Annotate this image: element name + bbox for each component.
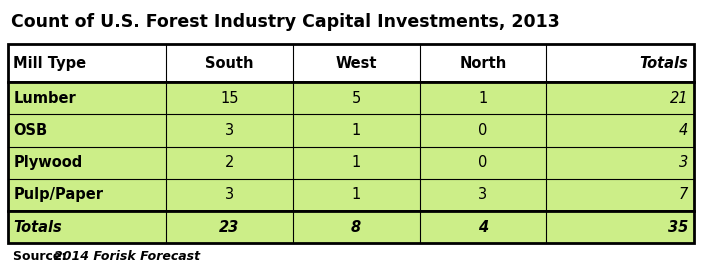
Text: Count of U.S. Forest Industry Capital Investments, 2013: Count of U.S. Forest Industry Capital In… [11, 13, 560, 31]
Bar [8, 179, 694, 211]
Text: 35: 35 [668, 220, 688, 235]
Text: 3: 3 [225, 188, 234, 202]
Bar [8, 211, 694, 243]
Text: 1: 1 [478, 91, 487, 106]
Text: 1: 1 [352, 188, 361, 202]
Text: 15: 15 [220, 91, 239, 106]
Text: 3: 3 [478, 188, 487, 202]
Text: 2: 2 [225, 155, 234, 170]
Text: 2014 Forisk Forecast: 2014 Forisk Forecast [54, 250, 200, 263]
Text: 0: 0 [478, 123, 488, 138]
Text: Totals: Totals [13, 220, 62, 235]
Text: 0: 0 [478, 155, 488, 170]
Text: West: West [336, 56, 377, 71]
Text: OSB: OSB [13, 123, 48, 138]
Text: Pulp/Paper: Pulp/Paper [13, 188, 103, 202]
Text: Mill Type: Mill Type [13, 56, 86, 71]
Text: Source:: Source: [13, 250, 71, 263]
Text: 8: 8 [351, 220, 362, 235]
Text: Plywood: Plywood [13, 155, 83, 170]
Text: 5: 5 [352, 91, 361, 106]
Text: Totals: Totals [640, 56, 688, 71]
Text: 1: 1 [352, 155, 361, 170]
Text: 3: 3 [679, 155, 688, 170]
Text: 4: 4 [478, 220, 488, 235]
Bar [8, 82, 694, 211]
Text: 1: 1 [352, 123, 361, 138]
Text: 21: 21 [670, 91, 688, 106]
Text: Lumber: Lumber [13, 91, 76, 106]
Text: South: South [205, 56, 253, 71]
Bar [8, 114, 694, 147]
Bar [8, 82, 694, 114]
Text: 3: 3 [225, 123, 234, 138]
Text: 4: 4 [679, 123, 688, 138]
Bar [8, 147, 694, 179]
Bar [8, 44, 694, 82]
Text: 23: 23 [219, 220, 239, 235]
Text: 7: 7 [679, 188, 688, 202]
Text: North: North [459, 56, 507, 71]
